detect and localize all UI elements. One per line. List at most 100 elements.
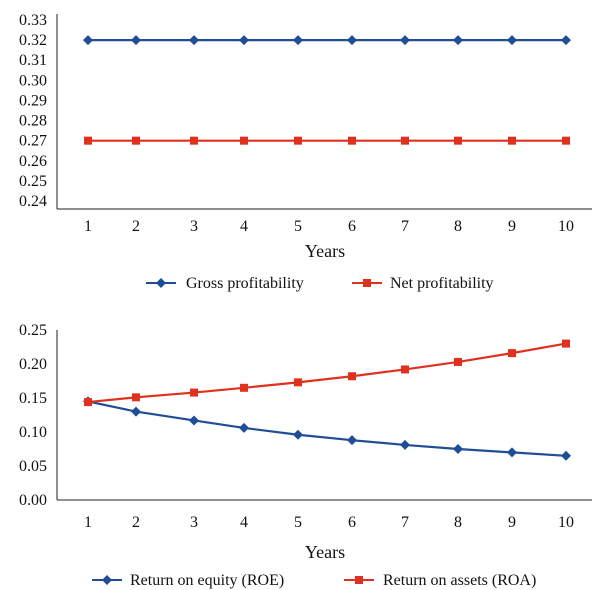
chart-1-x-tick-label: 8 xyxy=(454,218,462,235)
chart-2-series xyxy=(83,339,571,461)
chart-2-y-tick-label: 0.25 xyxy=(19,322,47,339)
chart-2-series-1-point xyxy=(239,422,249,433)
chart-2-x-tick-label: 9 xyxy=(508,514,516,531)
chart-2-y-tick-label: 0.20 xyxy=(19,356,47,373)
chart-2-x-tick-label: 10 xyxy=(558,514,574,531)
chart-2-legend: Return on equity (ROE) Return on assets … xyxy=(92,572,536,589)
chart-1-series xyxy=(83,35,571,145)
chart-2-x-tick-label: 3 xyxy=(190,514,198,531)
legend-item-roa: Return on assets (ROA) xyxy=(344,572,536,589)
chart-1-series-2-point xyxy=(190,136,198,145)
chart-1-y-tick-label: 0.30 xyxy=(19,72,47,89)
chart-1-series-2-point xyxy=(84,136,92,145)
chart-1-series-2-point xyxy=(294,136,302,145)
chart-2-series-1-point xyxy=(561,450,571,461)
chart-2-series-2-point xyxy=(454,357,462,366)
chart-1-series-1-point xyxy=(131,35,141,46)
diamond-marker-icon xyxy=(156,278,166,288)
chart-1-x-tick-label: 10 xyxy=(558,218,574,235)
chart-1-series-2-point xyxy=(132,136,140,145)
chart-2-series-2-point xyxy=(190,388,198,397)
chart-1-y-tick-label: 0.28 xyxy=(19,113,47,130)
chart-2-x-tick-label: 1 xyxy=(84,514,92,531)
chart-2-series-2-point xyxy=(348,372,356,381)
chart-2-series-2-point xyxy=(132,393,140,402)
chart-1-series-2-point xyxy=(348,136,356,145)
chart-1-series-1-point xyxy=(347,35,357,46)
chart-1-x-tick-labels: 1 2 3 4 5 6 7 8 9 10 xyxy=(84,218,574,235)
chart-1-x-tick-label: 1 xyxy=(84,218,92,235)
chart-2-series-1-point xyxy=(131,406,141,417)
legend-item-net-profitability: Net profitability xyxy=(352,275,494,292)
chart-1-series-1-point xyxy=(507,35,517,46)
chart-2-series-1-point xyxy=(189,415,199,426)
chart-2-series-2-point xyxy=(84,398,92,407)
chart-1-series-1-point xyxy=(561,35,571,46)
chart-1-series-2-point xyxy=(240,136,248,145)
chart-1-series-2-point xyxy=(454,136,462,145)
chart-2-x-tick-label: 4 xyxy=(240,514,248,531)
chart-2-x-tick-label: 8 xyxy=(454,514,462,531)
chart-1-legend: Gross profitability Net profitability xyxy=(146,275,494,292)
legend-label-net-profitability: Net profitability xyxy=(390,275,494,292)
diamond-marker-icon xyxy=(102,575,112,585)
chart-2-series-2-point xyxy=(562,339,570,348)
chart-2-x-tick-label: 2 xyxy=(132,514,140,531)
legend-item-roe: Return on equity (ROE) xyxy=(92,572,284,589)
chart-1-x-tick-label: 9 xyxy=(508,218,516,235)
chart-1-y-tick-label: 0.24 xyxy=(19,193,47,210)
chart-2-series-line-1 xyxy=(87,400,567,457)
chart-1-x-tick-label: 6 xyxy=(348,218,356,235)
legend-item-gross-profitability: Gross profitability xyxy=(146,275,304,292)
chart-1-y-tick-label: 0.33 xyxy=(19,12,47,29)
chart-1-x-axis-label: Years xyxy=(305,241,345,261)
chart-1-x-tick-label: 2 xyxy=(132,218,140,235)
chart-2-y-tick-label: 0.15 xyxy=(19,390,47,407)
chart-2-x-tick-label: 5 xyxy=(294,514,302,531)
chart-2-series-1-point xyxy=(347,435,357,446)
chart-1-series-1-point xyxy=(239,35,249,46)
chart-2-x-tick-label: 6 xyxy=(348,514,356,531)
chart-2-y-tick-labels: 0.00 0.05 0.10 0.15 0.20 0.25 xyxy=(19,322,47,509)
chart-1-series-2-point xyxy=(562,136,570,145)
chart-2-x-tick-label: 7 xyxy=(401,514,409,531)
chart-2-series-1-point xyxy=(400,439,410,450)
chart-1-y-tick-label: 0.25 xyxy=(19,173,47,190)
chart-1-y-tick-label: 0.29 xyxy=(19,92,47,109)
chart-1-y-tick-label: 0.32 xyxy=(19,32,47,49)
chart-1-y-tick-label: 0.31 xyxy=(19,52,47,69)
square-marker-icon xyxy=(355,576,363,584)
chart-1-x-tick-label: 3 xyxy=(190,218,198,235)
chart-1: 0.24 0.25 0.26 0.27 0.28 0.29 0.30 0.31 0.32 0.33… xyxy=(19,12,592,292)
chart-2-y-tick-label: 0.05 xyxy=(19,458,47,475)
chart-1-series-1-point xyxy=(83,35,93,46)
chart-1-x-tick-label: 5 xyxy=(294,218,302,235)
chart-2-x-axis-label: Years xyxy=(305,542,345,562)
chart-1-x-tick-label: 4 xyxy=(240,218,248,235)
chart-1-series-2-point xyxy=(508,136,516,145)
chart-1-series-1-point xyxy=(293,35,303,46)
legend-label-roe: Return on equity (ROE) xyxy=(130,572,284,589)
chart-1-series-1-point xyxy=(189,35,199,46)
chart-1-y-tick-labels: 0.24 0.25 0.26 0.27 0.28 0.29 0.30 0.31 0.32 0.33 xyxy=(19,12,47,210)
chart-2-series-1-point xyxy=(453,444,463,454)
chart-2-series-2-point xyxy=(294,378,302,387)
square-marker-icon xyxy=(363,279,371,287)
chart-2-series-2-point xyxy=(240,383,248,392)
chart-2-x-tick-labels: 1 2 3 4 5 6 7 8 9 10 xyxy=(84,514,574,531)
chart-2-series-2-point xyxy=(401,365,409,374)
chart-1-x-tick-label: 7 xyxy=(401,218,409,235)
chart-2-series-1-point xyxy=(293,429,303,440)
chart-1-series-2-point xyxy=(401,136,409,145)
chart-2: 0.00 0.05 0.10 0.15 0.20 0.25 1 2 3 4 5 6 7 8 9 10 Yea… xyxy=(19,322,592,589)
legend-label-roa: Return on assets (ROA) xyxy=(383,572,536,589)
chart-1-y-tick-label: 0.27 xyxy=(19,133,47,150)
legend-label-gross-profitability: Gross profitability xyxy=(186,275,304,292)
chart-2-series-line-2 xyxy=(87,342,567,404)
chart-2-y-tick-label: 0.00 xyxy=(19,492,47,509)
chart-1-y-tick-label: 0.26 xyxy=(19,153,47,170)
chart-1-series-1-point xyxy=(400,35,410,46)
chart-2-series-1-point xyxy=(507,447,517,458)
chart-2-y-tick-label: 0.10 xyxy=(19,424,47,441)
